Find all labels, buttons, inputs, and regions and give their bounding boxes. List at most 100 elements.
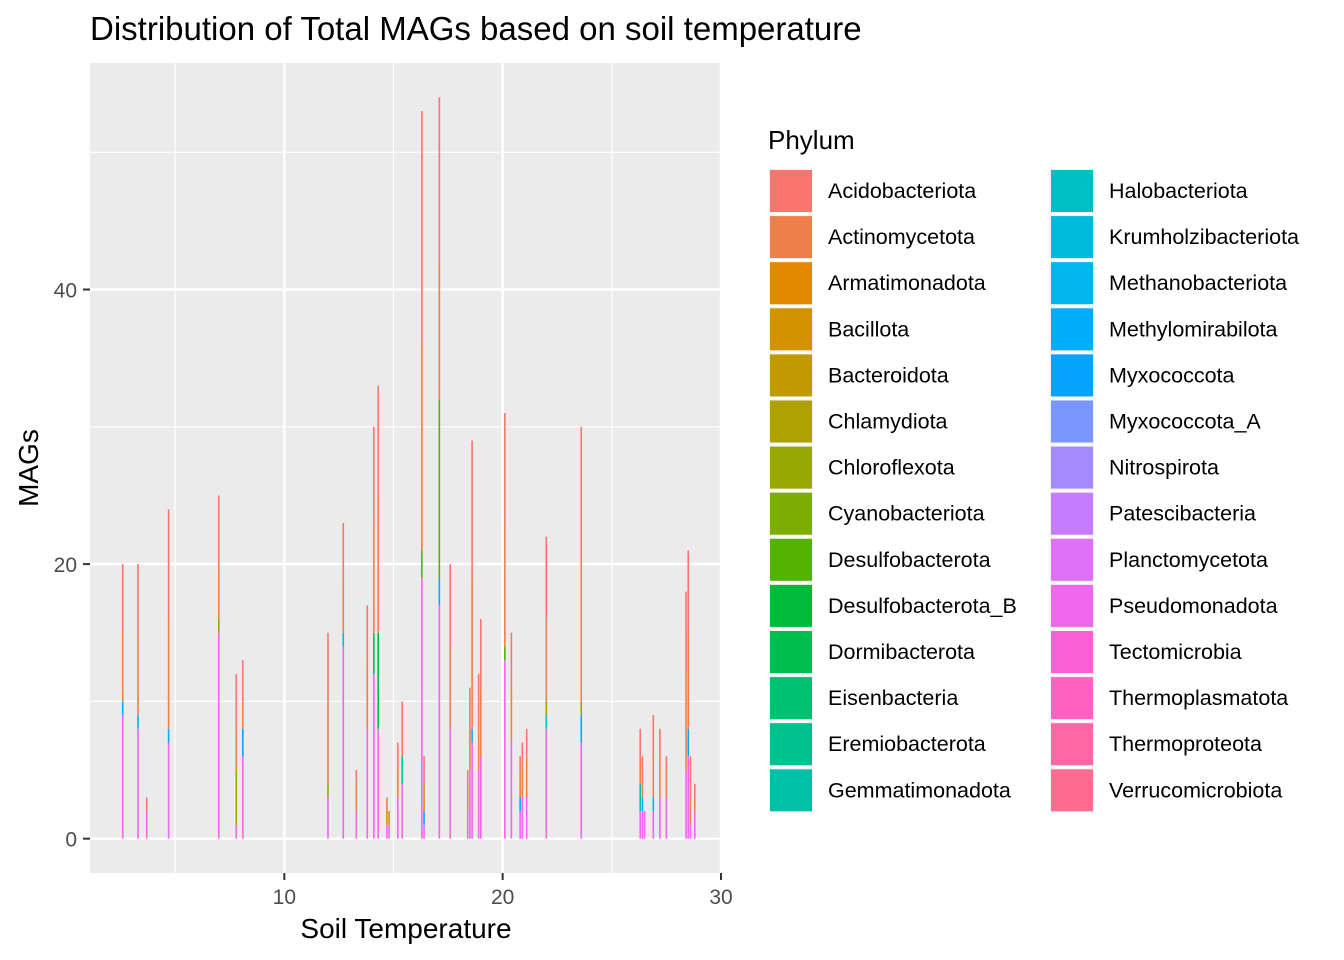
- bar-segment: [471, 440, 473, 578]
- bar-segment: [685, 591, 687, 674]
- bar-segment: [438, 97, 441, 263]
- y-axis: 0 20 40: [54, 280, 90, 852]
- bar-segment: [121, 715, 124, 839]
- bar-stack: [386, 797, 388, 839]
- bar-stack: [665, 756, 668, 839]
- bar-segment: [580, 742, 583, 839]
- legend-swatch: [1051, 631, 1093, 673]
- bar-segment: [373, 426, 375, 523]
- bar-segment: [652, 756, 655, 798]
- bar-stack: [421, 111, 423, 839]
- legend-label: Pseudomonadota: [1109, 594, 1278, 618]
- bar-segment: [641, 756, 644, 771]
- bar-stack: [519, 756, 521, 839]
- bar-segment: [401, 756, 404, 784]
- bar-stack: [466, 770, 469, 839]
- bar-segment: [423, 756, 425, 784]
- bar-stack: [388, 811, 390, 839]
- bar-stack: [685, 591, 687, 839]
- bar-segment: [504, 522, 506, 647]
- legend-item: Desulfobacterota: [769, 537, 991, 582]
- legend-swatch: [1051, 170, 1093, 212]
- legend-label: Verrucomicrobiota: [1109, 778, 1282, 802]
- bar-segment: [235, 824, 238, 839]
- bar-segment: [545, 536, 548, 620]
- bar-segment: [342, 522, 345, 578]
- legend-swatch: [1051, 308, 1093, 351]
- legend-swatch: [1051, 584, 1093, 627]
- bar-stack: [137, 564, 139, 839]
- bar-segment: [469, 687, 471, 729]
- bar-stack: [438, 97, 441, 839]
- bar-segment: [137, 564, 139, 633]
- legend-label: Bacteroidota: [828, 363, 949, 387]
- bar-segment: [377, 495, 380, 633]
- bar-segment: [377, 632, 380, 729]
- bar-segment: [423, 824, 425, 839]
- bar-segment: [639, 756, 642, 784]
- bar-stack: [659, 728, 661, 839]
- bar-segment: [373, 522, 375, 633]
- bar-stack: [641, 756, 644, 839]
- legend-item: Tectomicrobia: [1050, 630, 1242, 674]
- legend-label: Thermoplasmatota: [1109, 686, 1288, 710]
- bar-segment: [397, 797, 399, 839]
- bar-segment: [167, 509, 170, 620]
- legend-item: Krumholzibacteriota: [1050, 215, 1299, 260]
- bar-segment: [687, 728, 690, 757]
- bar-segment: [401, 728, 404, 757]
- legend-label: Patescibacteria: [1109, 502, 1256, 526]
- bar-segment: [480, 619, 482, 688]
- bar-segment: [580, 701, 583, 716]
- bar-segment: [218, 495, 220, 565]
- legend-swatch: [770, 354, 812, 397]
- bar-segment: [327, 797, 329, 839]
- bar-segment: [471, 577, 473, 729]
- bar-segment: [423, 811, 425, 825]
- bar-segment: [373, 673, 375, 839]
- bar-segment: [687, 632, 690, 729]
- bar-segment: [545, 728, 548, 839]
- bar-segment: [242, 660, 244, 702]
- bar-segment: [525, 756, 528, 798]
- bar-segment: [477, 673, 480, 716]
- bar-segment: [693, 783, 696, 798]
- legend-swatch: [1051, 216, 1093, 259]
- bar-segment: [643, 811, 646, 839]
- bar-segment: [689, 824, 692, 839]
- bar-segment: [377, 385, 380, 496]
- bar-segment: [480, 756, 482, 839]
- x-tick-label: 30: [709, 886, 732, 909]
- legend-item: Methanobacteriota: [1050, 261, 1287, 306]
- bar-segment: [355, 770, 358, 784]
- bar-segment: [366, 728, 369, 839]
- bar-segment: [167, 619, 170, 729]
- bar-segment: [449, 646, 452, 729]
- bar-segment: [580, 564, 583, 702]
- y-tick-label: 0: [65, 829, 77, 852]
- legend-label: Methylomirabilota: [1109, 317, 1278, 341]
- legend-label: Halobacteriota: [1109, 179, 1248, 203]
- legend-item: Nitrospirota: [1050, 445, 1219, 490]
- chart-title: Distribution of Total MAGs based on soil…: [90, 10, 862, 47]
- bar-segment: [659, 756, 661, 798]
- bar-stack: [521, 742, 524, 839]
- y-tick-label: 20: [54, 554, 77, 577]
- bar-segment: [466, 811, 469, 839]
- bar-segment: [685, 673, 687, 771]
- legend-items: Acidobacteriota Actinomycetota Armatimonad…: [769, 169, 1299, 813]
- bar-segment: [510, 687, 513, 743]
- bar-segment: [242, 701, 244, 729]
- bar-segment: [145, 797, 148, 812]
- bar-stack: [469, 687, 471, 839]
- bar-segment: [504, 660, 506, 839]
- legend-swatch: [770, 446, 812, 489]
- legend-item: Thermoproteota: [1050, 722, 1262, 767]
- legend-label: Methanobacteriota: [1109, 271, 1287, 295]
- legend-item: Desulfobacterota_B: [769, 583, 1017, 628]
- legend-swatch: [1051, 723, 1093, 766]
- bar-stack: [689, 756, 692, 839]
- x-tick-label: 10: [273, 886, 296, 909]
- bar-segment: [580, 426, 583, 565]
- bar-segment: [355, 811, 358, 839]
